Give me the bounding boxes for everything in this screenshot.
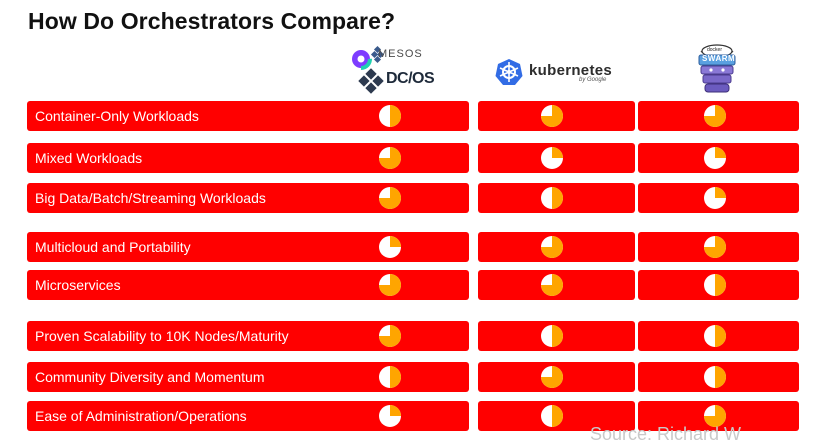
harvey-ball-fill xyxy=(379,147,401,169)
swarm-wordmark: SWARM xyxy=(702,54,736,63)
docker-swarm-icon xyxy=(698,44,736,93)
harvey-ball-fill xyxy=(715,147,726,158)
mesos-icon xyxy=(350,45,385,70)
kubernetes-icon xyxy=(495,59,523,85)
docker-wordmark: docker xyxy=(707,47,723,53)
kubernetes-logo: kubernetes by Google xyxy=(495,56,620,90)
harvey-ball-icon xyxy=(541,325,563,347)
table-row: Big Data/Batch/Streaming Workloads xyxy=(27,183,799,213)
table-row: Proven Scalability to 10K Nodes/Maturity xyxy=(27,321,799,351)
row-label: Multicloud and Portability xyxy=(35,239,191,255)
harvey-ball-icon xyxy=(379,274,401,296)
table-row: Ease of Administration/Operations xyxy=(27,401,799,431)
harvey-ball-icon xyxy=(704,325,726,347)
harvey-ball-icon xyxy=(379,236,401,258)
harvey-ball-icon xyxy=(541,405,563,427)
table-row: Community Diversity and Momentum xyxy=(27,362,799,392)
harvey-ball-fill xyxy=(390,236,401,247)
harvey-ball-fill xyxy=(552,147,563,158)
slide-title: How Do Orchestrators Compare? xyxy=(28,8,396,34)
harvey-ball-icon xyxy=(379,366,401,388)
harvey-ball-icon xyxy=(379,105,401,127)
harvey-ball-fill xyxy=(390,366,401,388)
table-row: Container-Only Workloads xyxy=(27,101,799,131)
harvey-ball-icon xyxy=(541,236,563,258)
harvey-ball-fill xyxy=(704,105,726,127)
harvey-ball-fill xyxy=(390,105,401,127)
table-row: Mixed Workloads xyxy=(27,143,799,173)
row-label: Big Data/Batch/Streaming Workloads xyxy=(35,190,266,206)
harvey-ball-icon xyxy=(541,274,563,296)
harvey-ball-fill xyxy=(379,325,401,347)
harvey-ball-fill xyxy=(379,187,401,209)
kubernetes-byline: by Google xyxy=(579,77,607,83)
row-label: Proven Scalability to 10K Nodes/Maturity xyxy=(35,328,289,344)
harvey-ball-icon xyxy=(704,274,726,296)
harvey-ball-icon xyxy=(541,147,563,169)
harvey-ball-fill xyxy=(552,325,563,347)
dcos-icon xyxy=(358,68,384,94)
dcos-wordmark: DC/OS xyxy=(386,70,435,87)
docker-swarm-logo: SWARM docker xyxy=(693,38,741,96)
harvey-ball-fill xyxy=(541,274,563,296)
harvey-ball-fill xyxy=(704,236,726,258)
harvey-ball-fill xyxy=(715,274,726,296)
harvey-ball-icon xyxy=(704,405,726,427)
harvey-ball-fill xyxy=(715,187,726,198)
harvey-ball-icon xyxy=(704,366,726,388)
harvey-ball-icon xyxy=(704,236,726,258)
harvey-ball-fill xyxy=(552,405,563,427)
harvey-ball-icon xyxy=(704,147,726,169)
harvey-ball-icon xyxy=(379,405,401,427)
harvey-ball-icon xyxy=(379,325,401,347)
harvey-ball-icon xyxy=(379,187,401,209)
harvey-ball-icon xyxy=(379,147,401,169)
row-label: Community Diversity and Momentum xyxy=(35,369,265,385)
harvey-ball-fill xyxy=(552,187,563,209)
harvey-ball-fill xyxy=(390,405,401,416)
harvey-ball-icon xyxy=(704,105,726,127)
harvey-ball-fill xyxy=(715,366,726,388)
harvey-ball-fill xyxy=(541,366,563,388)
harvey-ball-fill xyxy=(379,274,401,296)
row-label: Ease of Administration/Operations xyxy=(35,408,247,424)
row-label: Container-Only Workloads xyxy=(35,108,199,124)
table-row: Multicloud and Portability xyxy=(27,232,799,262)
row-label: Microservices xyxy=(35,277,121,293)
harvey-ball-icon xyxy=(541,105,563,127)
harvey-ball-fill xyxy=(704,405,726,427)
kubernetes-wordmark: kubernetes xyxy=(529,62,613,79)
harvey-ball-fill xyxy=(541,236,563,258)
mesos-wordmark: MESOS xyxy=(378,48,423,60)
harvey-ball-fill xyxy=(541,105,563,127)
mesos-dcos-logo: MESOS DC/OS xyxy=(348,44,440,96)
harvey-ball-fill xyxy=(715,325,726,347)
harvey-ball-icon xyxy=(704,187,726,209)
row-label: Mixed Workloads xyxy=(35,150,143,166)
harvey-ball-icon xyxy=(541,187,563,209)
table-row: Microservices xyxy=(27,270,799,300)
harvey-ball-icon xyxy=(541,366,563,388)
